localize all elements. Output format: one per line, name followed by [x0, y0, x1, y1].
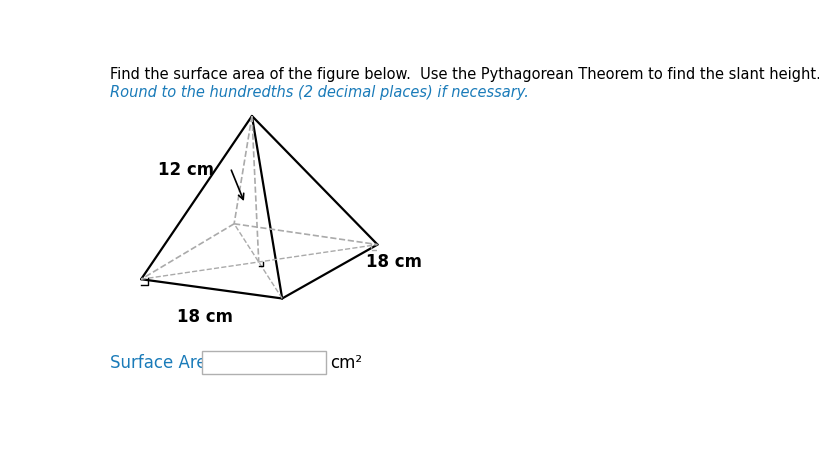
Text: 12 cm: 12 cm [158, 161, 215, 179]
Text: 18 cm: 18 cm [178, 308, 233, 327]
Text: 18 cm: 18 cm [366, 254, 422, 271]
FancyBboxPatch shape [201, 351, 326, 374]
Text: cm²: cm² [330, 354, 362, 372]
Text: Surface Area =: Surface Area = [110, 354, 242, 372]
Text: Round to the hundredths (2 decimal places) if necessary.: Round to the hundredths (2 decimal place… [110, 85, 529, 100]
Text: Find the surface area of the figure below.  Use the Pythagorean Theorem to find : Find the surface area of the figure belo… [110, 67, 819, 82]
